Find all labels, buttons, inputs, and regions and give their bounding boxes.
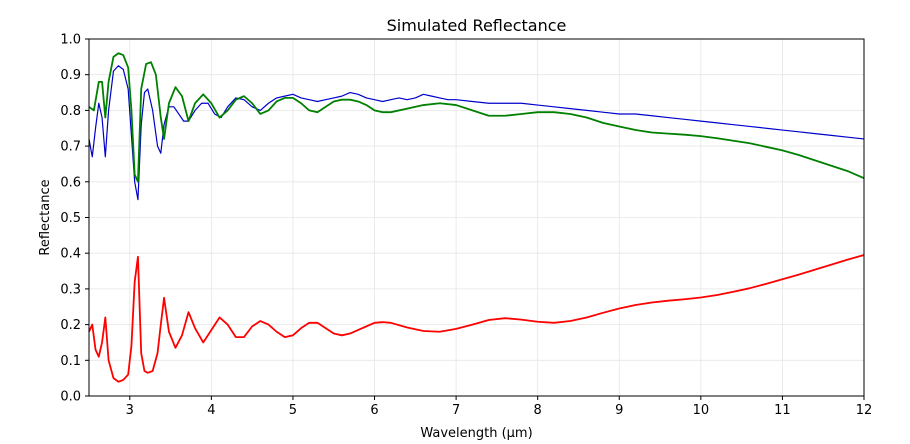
x-tick-label: 11 [774, 403, 791, 418]
x-tick-label: 5 [289, 403, 297, 418]
y-tick-label: 0.7 [60, 140, 81, 155]
x-tick-label: 10 [693, 403, 710, 418]
x-tick-label: 3 [126, 403, 134, 418]
series-line-2 [88, 52, 865, 183]
x-axis-title: Wavelength (μm) [420, 426, 532, 441]
grid [89, 38, 865, 397]
y-tick-label: 0.9 [60, 68, 81, 83]
y-tick-label: 0.0 [60, 390, 81, 405]
y-axis: 0.0 0.1 0.2 0.3 0.4 0.5 0.6 0.7 0.8 0.9 1.0 [60, 33, 89, 405]
series-layer [88, 52, 865, 383]
x-tick-label: 6 [370, 403, 378, 418]
y-tick-label: 0.4 [60, 247, 81, 262]
y-tick-label: 0.6 [60, 175, 81, 190]
y-axis-title: Reflectance [38, 179, 53, 255]
chart-title: Simulated Reflectance [387, 16, 567, 35]
series-line-1 [88, 65, 865, 201]
series-line-3 [88, 254, 865, 383]
x-tick-label: 4 [207, 403, 215, 418]
x-tick-label: 8 [534, 403, 542, 418]
y-tick-label: 0.8 [60, 104, 81, 119]
x-axis: 3 4 5 6 7 8 9 10 11 12 [126, 396, 873, 418]
y-tick-label: 0.3 [60, 282, 81, 297]
y-tick-label: 1.0 [60, 33, 81, 48]
y-tick-label: 0.2 [60, 318, 81, 333]
x-tick-label: 9 [615, 403, 623, 418]
y-tick-label: 0.1 [60, 354, 81, 369]
x-tick-label: 12 [856, 403, 873, 418]
y-tick-label: 0.5 [60, 211, 81, 226]
x-tick-label: 7 [452, 403, 460, 418]
